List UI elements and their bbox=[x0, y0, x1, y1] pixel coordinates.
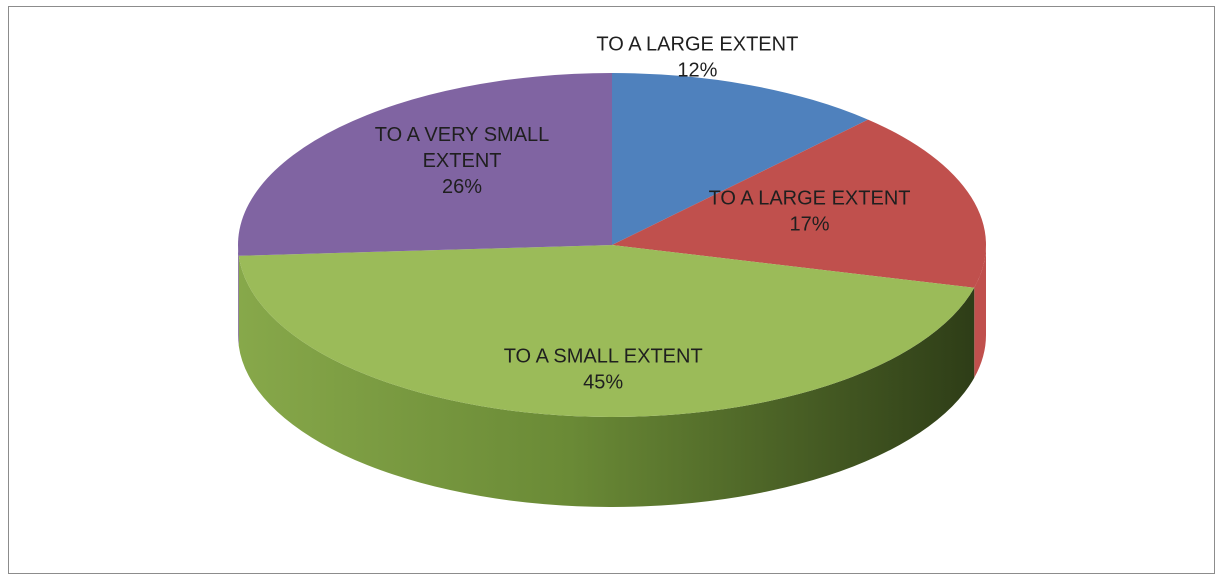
slice-category-label: EXTENT bbox=[423, 150, 502, 172]
slice-percent-label: 45% bbox=[583, 371, 623, 393]
pie-slice-to-a-large-extent-0 bbox=[612, 73, 869, 245]
slice-percent-label: 17% bbox=[790, 213, 830, 235]
pie-side-3 bbox=[238, 245, 239, 346]
slice-category-label: TO A VERY SMALL bbox=[375, 124, 550, 146]
slice-percent-label: 26% bbox=[442, 176, 482, 198]
pie-slice-to-a-very-small-extent-3 bbox=[238, 73, 612, 256]
slice-category-label: TO A LARGE EXTENT bbox=[596, 33, 798, 55]
pie-slice-to-a-small-extent-2 bbox=[238, 245, 975, 418]
slice-percent-label: 12% bbox=[677, 59, 717, 81]
pie-slice-to-a-large-extent-1 bbox=[612, 119, 986, 288]
slice-category-label: TO A SMALL EXTENT bbox=[504, 345, 703, 367]
pie-side-1 bbox=[974, 245, 986, 378]
pie-side-2 bbox=[238, 255, 975, 508]
slice-category-label: TO A LARGE EXTENT bbox=[709, 187, 911, 209]
